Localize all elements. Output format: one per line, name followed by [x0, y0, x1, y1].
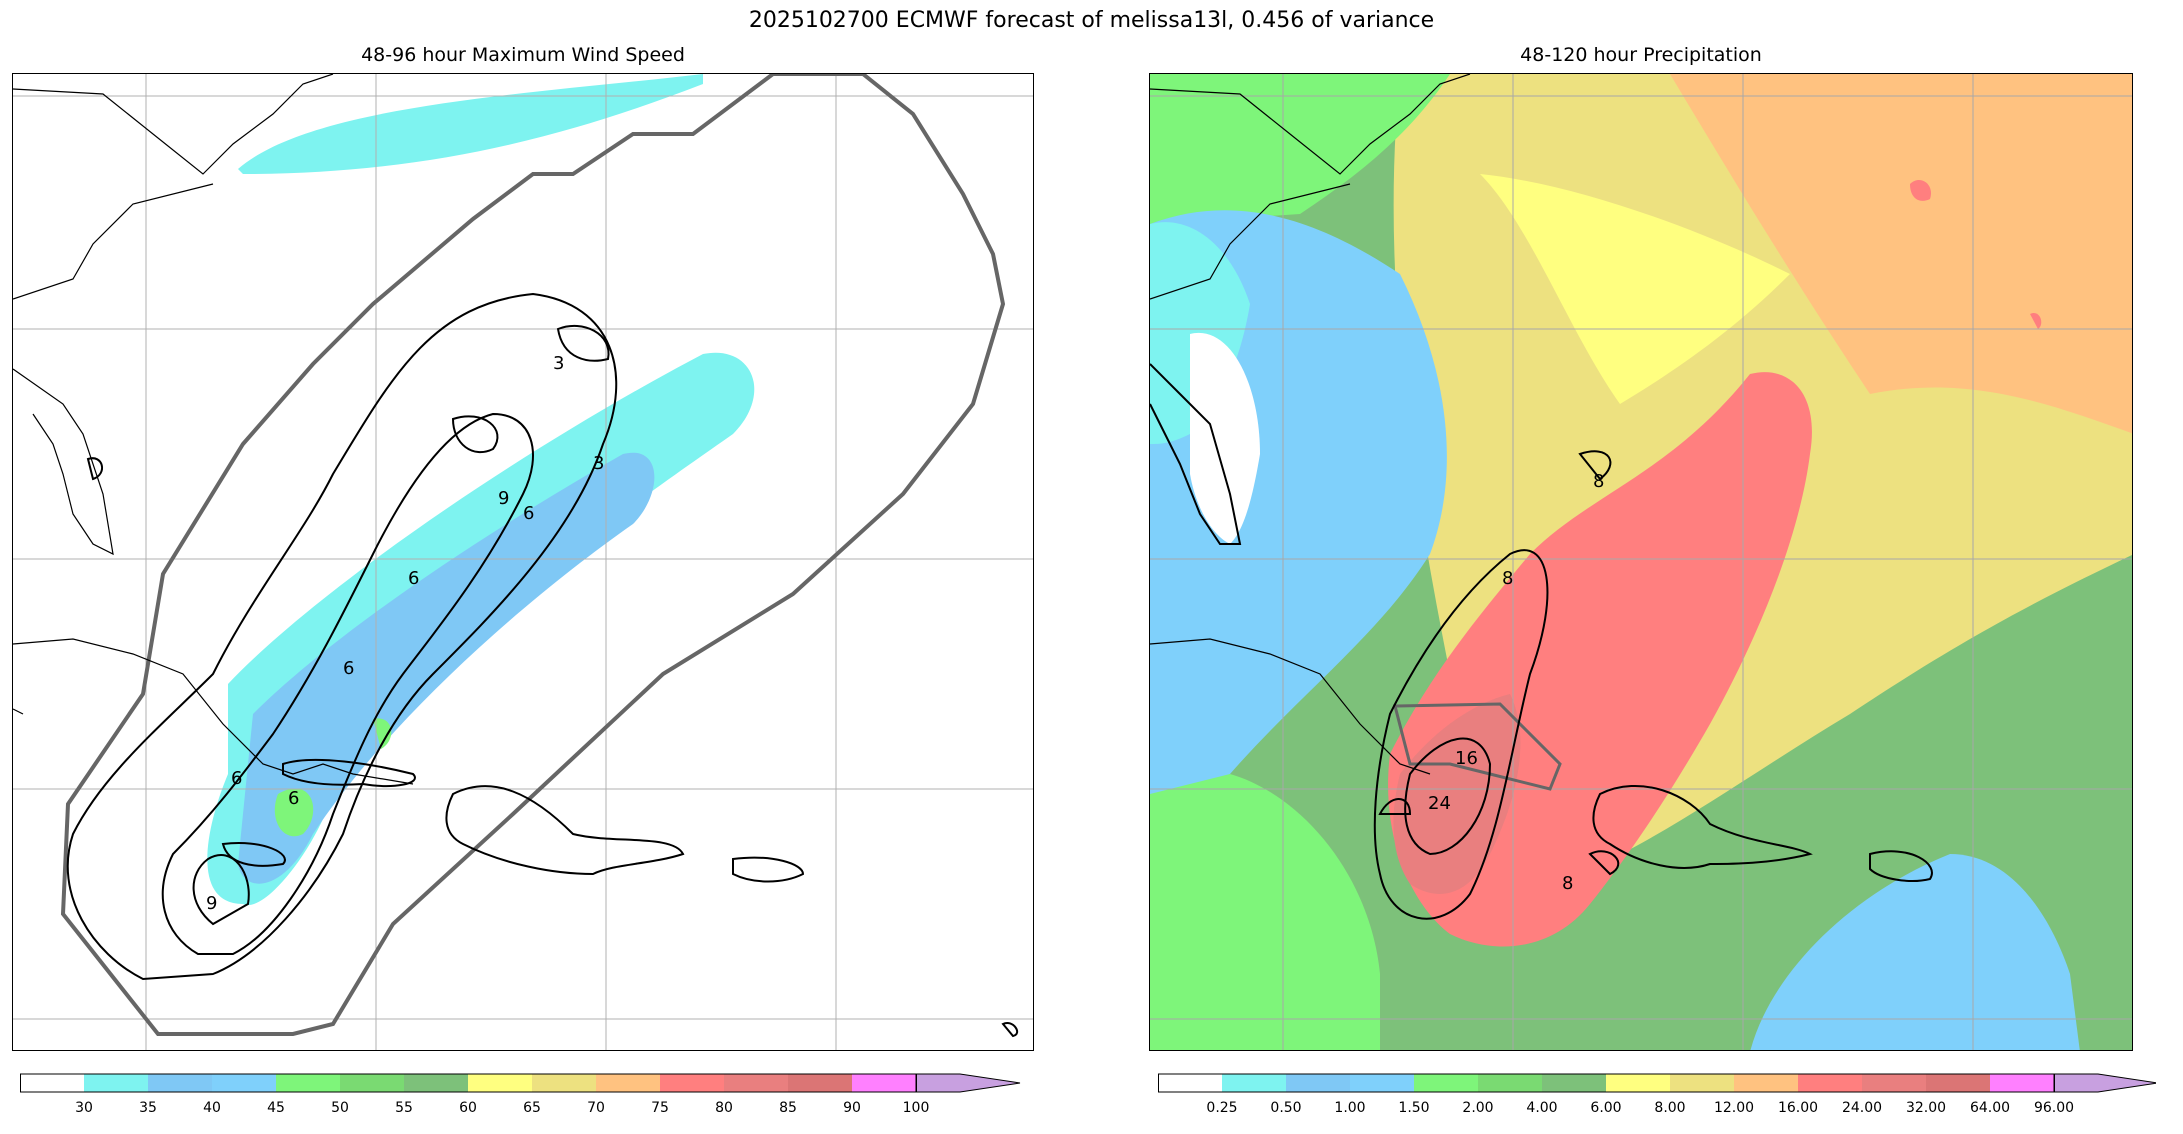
- colorbar-swatch: [1158, 1074, 1222, 1092]
- colorbar-tick: 70: [587, 1100, 605, 1116]
- svg-text:8: 8: [1562, 873, 1573, 894]
- colorbar-swatch: [596, 1074, 660, 1092]
- colorbar-tick: 16.00: [1777, 1100, 1819, 1116]
- wind-colorbar: [20, 1073, 1030, 1093]
- variance-outline: [60, 74, 1006, 1036]
- svg-text:3: 3: [553, 353, 564, 374]
- svg-text:6: 6: [523, 503, 534, 524]
- svg-text:6: 6: [231, 768, 242, 789]
- colorbar-tick: 60: [459, 1100, 477, 1116]
- colorbar-swatch: [1414, 1074, 1478, 1092]
- colorbar-swatch: [20, 1074, 84, 1092]
- colorbar-swatch: [404, 1074, 468, 1092]
- colorbar-swatch: [148, 1074, 212, 1092]
- colorbar-swatch: [84, 1074, 148, 1092]
- colorbar-tick: 50: [331, 1100, 349, 1116]
- colorbar-swatch: [660, 1074, 724, 1092]
- svg-text:9: 9: [498, 488, 509, 509]
- precip-contour-labels: 8 8 16 24 8: [1428, 471, 1604, 894]
- islands: [1150, 363, 1933, 882]
- colorbar-extend-arrow: [2053, 1073, 2159, 1093]
- colorbar-swatch: [1606, 1074, 1670, 1092]
- colorbar-swatch: [1542, 1074, 1606, 1092]
- colorbar-swatch: [212, 1074, 276, 1092]
- colorbar-tick: 2.00: [1462, 1100, 1494, 1116]
- colorbar-tick: 75: [651, 1100, 669, 1116]
- colorbar-tick: 32.00: [1905, 1100, 1947, 1116]
- colorbar-tick: 12.00: [1713, 1100, 1755, 1116]
- svg-text:6: 6: [288, 788, 299, 809]
- left-panel-title: 48-96 hour Maximum Wind Speed: [361, 44, 685, 66]
- svg-text:6: 6: [343, 658, 354, 679]
- colorbar-tick: 55: [395, 1100, 413, 1116]
- svg-text:6: 6: [408, 568, 419, 589]
- svg-text:16: 16: [1455, 748, 1478, 769]
- map-grid: [13, 74, 1033, 1050]
- coastlines: [1150, 74, 1471, 775]
- svg-text:3: 3: [593, 453, 604, 474]
- colorbar-tick: 1.50: [1398, 1100, 1430, 1116]
- svg-text:8: 8: [1593, 471, 1604, 492]
- colorbar-swatch: [1990, 1074, 2054, 1092]
- precipitation-map: 8 8 16 24 8: [1149, 73, 2133, 1051]
- precip-shading: [1150, 74, 2132, 1050]
- colorbar-frame: [1158, 1073, 2055, 1093]
- colorbar-extend-arrow: [915, 1073, 1021, 1093]
- colorbar-tick: 64.00: [1969, 1100, 2011, 1116]
- colorbar-swatch: [276, 1074, 340, 1092]
- colorbar-swatch: [532, 1074, 596, 1092]
- colorbar-swatch: [1926, 1074, 1990, 1092]
- colorbar-tick: 96.00: [2033, 1100, 2075, 1116]
- colorbar-tick: 24.00: [1841, 1100, 1883, 1116]
- colorbar-frame: [20, 1073, 917, 1093]
- svg-text:8: 8: [1502, 568, 1513, 589]
- colorbar-swatch: [1862, 1074, 1926, 1092]
- colorbar-tick: 1.00: [1334, 1100, 1366, 1116]
- colorbar-swatch: [1222, 1074, 1286, 1092]
- colorbar-tick: 30: [75, 1100, 93, 1116]
- colorbar-tick: 40: [203, 1100, 221, 1116]
- wind-colorbar-ticks: 30 35 40 45 50 55 60 65 70 75 80 85 90 1…: [20, 1100, 1030, 1122]
- precip-colorbar: [1158, 1073, 2159, 1093]
- colorbar-swatch: [468, 1074, 532, 1092]
- colorbar-swatch: [1350, 1074, 1414, 1092]
- map-grid: [1150, 74, 2132, 1050]
- colorbar-tick: 65: [523, 1100, 541, 1116]
- colorbar-swatch: [1670, 1074, 1734, 1092]
- colorbar-tick: 0.50: [1270, 1100, 1302, 1116]
- colorbar-swatch: [1478, 1074, 1542, 1092]
- colorbar-swatch: [852, 1074, 916, 1092]
- figure-title: 2025102700 ECMWF forecast of melissa13l,…: [748, 8, 1435, 33]
- cuba-outline: [1393, 702, 1562, 791]
- colorbar-tick: 85: [779, 1100, 797, 1116]
- colorbar-swatch: [1286, 1074, 1350, 1092]
- colorbar-tick: 35: [139, 1100, 157, 1116]
- wind-shading: [207, 74, 755, 906]
- right-panel-title: 48-120 hour Precipitation: [1520, 44, 1762, 66]
- coastlines: [13, 74, 414, 785]
- colorbar-tick: 90: [843, 1100, 861, 1116]
- colorbar-swatch: [724, 1074, 788, 1092]
- colorbar-swatch: [340, 1074, 404, 1092]
- precip-contours: [1373, 450, 1620, 920]
- colorbar-swatch: [1798, 1074, 1862, 1092]
- wind-contours: [66, 292, 618, 981]
- colorbar-tick: 4.00: [1526, 1100, 1558, 1116]
- colorbar-tick: 8.00: [1654, 1100, 1686, 1116]
- wind-contour-labels: 3 3 6 6 6 9 6 6 9: [206, 353, 604, 914]
- precip-colorbar-ticks: 0.25 0.50 1.00 1.50 2.00 4.00 6.00 8.00 …: [1158, 1100, 2156, 1122]
- colorbar-tick: 6.00: [1590, 1100, 1622, 1116]
- colorbar-swatch: [1734, 1074, 1798, 1092]
- islands: [86, 457, 1019, 1038]
- svg-text:24: 24: [1428, 793, 1451, 814]
- colorbar-swatch: [788, 1074, 852, 1092]
- colorbar-tick: 100: [902, 1100, 930, 1116]
- colorbar-tick: 80: [715, 1100, 733, 1116]
- colorbar-tick: 45: [267, 1100, 285, 1116]
- svg-text:9: 9: [206, 893, 217, 914]
- colorbar-tick: 0.25: [1206, 1100, 1238, 1116]
- wind-speed-map: 3 3 6 6 6 9 6 6 9: [12, 73, 1034, 1051]
